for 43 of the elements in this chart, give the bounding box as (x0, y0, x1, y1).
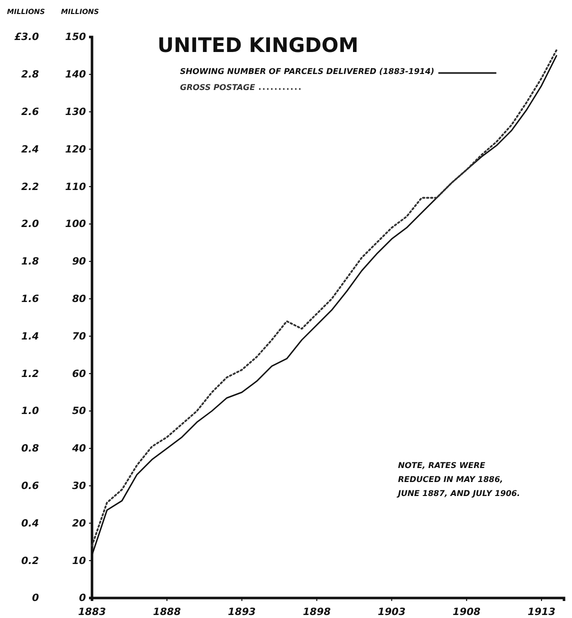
y2-tick-label: 1.2 (21, 368, 40, 380)
x-tick-label: 1908 (452, 607, 481, 618)
y2-tick-label: 2.6 (21, 107, 40, 118)
text: SHOWING NUMBER OF PARCELS DELIVERED (1883-1914) (180, 67, 434, 76)
y2-tick-label: 2.2 (21, 182, 40, 193)
y-tick-label: 90 (72, 256, 86, 268)
y-tick-label: 110 (65, 182, 86, 193)
y2-tick-label: 1.0 (21, 406, 40, 418)
y-tick-label: 140 (65, 70, 86, 81)
x-tick-label: 1898 (302, 607, 331, 618)
x-tick-label: 1913 (528, 607, 556, 618)
y-tick-label: 150 (65, 32, 86, 44)
y2-tick-label: 1.6 (21, 294, 40, 305)
x-tick-label: 1903 (378, 607, 406, 618)
y2-tick-label: 2.0 (21, 219, 40, 230)
y-tick-label: 60 (72, 368, 86, 380)
y2-tick-label: 1.8 (21, 256, 40, 268)
y-tick-label: 30 (72, 481, 86, 492)
y-tick-label: 10 (72, 556, 86, 567)
y-tick-label: 0 (79, 593, 86, 604)
y-tick-label: 20 (72, 518, 86, 530)
y-tick-label: 70 (72, 331, 86, 342)
y2-tick-label: 0 (32, 593, 40, 604)
y-tick-label: 50 (72, 406, 86, 418)
y2-tick-label: 0.2 (21, 556, 40, 567)
y2-tick-label: 2.4 (21, 144, 40, 156)
y2-tick-label: 0.6 (21, 481, 40, 492)
y-tick-label: 40 (71, 444, 86, 455)
y-tick-label: 130 (65, 107, 86, 118)
y-tick-label: 80 (72, 294, 86, 305)
y2-tick-label: 1.4 (21, 331, 40, 342)
y2-tick-label: 0.8 (21, 444, 40, 455)
x-tick-label: 1888 (153, 607, 181, 618)
y2-tick-label: 2.8 (21, 70, 40, 81)
annotation: NOTE, RATES WERE REDUCED IN MAY 1886, JUNE 1887, AND JULY 1906. (396, 461, 520, 498)
chart-title: UNITED KINGDOM (158, 33, 358, 57)
text: GROSS POSTAGE (180, 83, 256, 92)
x-tick-label: 1893 (228, 607, 256, 618)
y-tick-label: 100 (65, 219, 86, 230)
y-tick-label: 120 (65, 144, 86, 156)
y2-tick-label: £3.0 (14, 32, 40, 44)
x-tick-label: 1883 (78, 607, 106, 618)
y2-tick-label: 0.4 (21, 518, 40, 530)
